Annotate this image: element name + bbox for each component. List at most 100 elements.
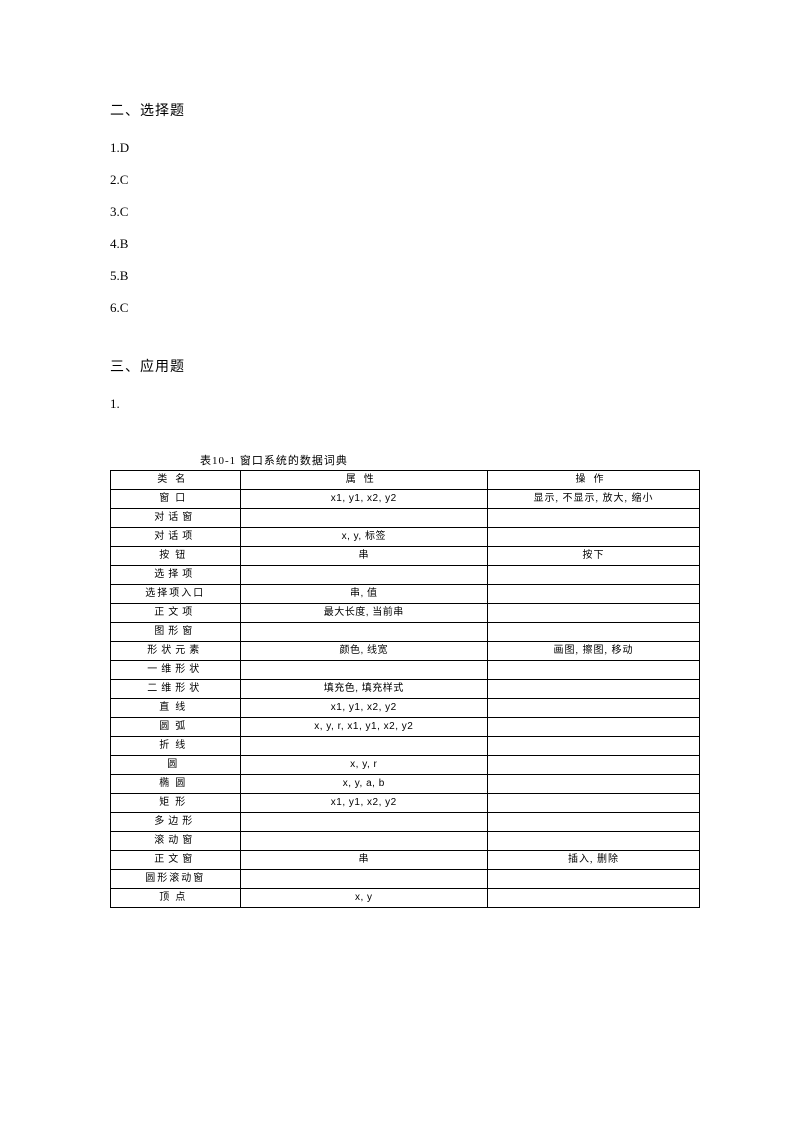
cell-attribute: 最大长度, 当前串 <box>240 604 487 623</box>
cell-operation <box>487 889 699 908</box>
cell-attribute <box>240 813 487 832</box>
cell-attribute: x1, y1, x2, y2 <box>240 699 487 718</box>
table-row: 折线 <box>111 737 700 756</box>
cell-classname: 二维形状 <box>111 680 241 699</box>
cell-attribute <box>240 737 487 756</box>
cell-attribute: 串 <box>240 851 487 870</box>
cell-operation <box>487 661 699 680</box>
cell-attribute <box>240 566 487 585</box>
table-row: 窗口x1, y1, x2, y2显示, 不显示, 放大, 缩小 <box>111 490 700 509</box>
cell-attribute: x1, y1, x2, y2 <box>240 490 487 509</box>
data-dictionary-table: 类名 属性 操作 窗口x1, y1, x2, y2显示, 不显示, 放大, 缩小… <box>110 470 700 908</box>
cell-attribute: x, y, a, b <box>240 775 487 794</box>
table-row: 顶点x, y <box>111 889 700 908</box>
table-row: 正文窗串插入, 删除 <box>111 851 700 870</box>
cell-attribute <box>240 661 487 680</box>
answer-item: 2.C <box>110 172 700 188</box>
cell-operation <box>487 680 699 699</box>
header-attribute: 属性 <box>240 471 487 490</box>
table-header-row: 类名 属性 操作 <box>111 471 700 490</box>
table-row: 图形窗 <box>111 623 700 642</box>
table-row: 二维形状填充色, 填充样式 <box>111 680 700 699</box>
table-row: 形状元素颜色, 线宽画图, 擦图, 移动 <box>111 642 700 661</box>
table-row: 选择项 <box>111 566 700 585</box>
header-classname: 类名 <box>111 471 241 490</box>
cell-attribute: 串 <box>240 547 487 566</box>
cell-operation <box>487 528 699 547</box>
cell-classname: 直线 <box>111 699 241 718</box>
answer-item: 3.C <box>110 204 700 220</box>
cell-operation <box>487 566 699 585</box>
cell-operation <box>487 623 699 642</box>
table-row: 矩形x1, y1, x2, y2 <box>111 794 700 813</box>
cell-operation <box>487 775 699 794</box>
cell-classname: 正文项 <box>111 604 241 623</box>
table-row: 圆形滚动窗 <box>111 870 700 889</box>
cell-operation <box>487 718 699 737</box>
application-item: 1. <box>110 396 700 412</box>
table-row: 滚动窗 <box>111 832 700 851</box>
cell-attribute <box>240 832 487 851</box>
section-title-choice: 二、选择题 <box>110 100 700 120</box>
header-operation: 操作 <box>487 471 699 490</box>
cell-classname: 图形窗 <box>111 623 241 642</box>
cell-classname: 对话窗 <box>111 509 241 528</box>
cell-operation: 显示, 不显示, 放大, 缩小 <box>487 490 699 509</box>
cell-classname: 圆 <box>111 756 241 775</box>
cell-classname: 折线 <box>111 737 241 756</box>
table-row: 对话项x, y, 标签 <box>111 528 700 547</box>
table-row: 正文项最大长度, 当前串 <box>111 604 700 623</box>
cell-attribute: 串, 值 <box>240 585 487 604</box>
cell-operation: 画图, 擦图, 移动 <box>487 642 699 661</box>
cell-operation: 插入, 删除 <box>487 851 699 870</box>
cell-classname: 一维形状 <box>111 661 241 680</box>
answer-item: 6.C <box>110 300 700 316</box>
table-row: 多边形 <box>111 813 700 832</box>
table-row: 圆弧x, y, r, x1, y1, x2, y2 <box>111 718 700 737</box>
answer-item: 1.D <box>110 140 700 156</box>
cell-classname: 顶点 <box>111 889 241 908</box>
cell-classname: 对话项 <box>111 528 241 547</box>
cell-attribute <box>240 509 487 528</box>
cell-operation <box>487 699 699 718</box>
cell-classname: 选择项 <box>111 566 241 585</box>
cell-operation <box>487 604 699 623</box>
cell-operation <box>487 756 699 775</box>
table-row: 椭圆x, y, a, b <box>111 775 700 794</box>
cell-attribute: x, y <box>240 889 487 908</box>
table-caption: 表10-1 窗口系统的数据词典 <box>200 452 700 468</box>
cell-attribute: 填充色, 填充样式 <box>240 680 487 699</box>
cell-operation <box>487 813 699 832</box>
cell-classname: 圆形滚动窗 <box>111 870 241 889</box>
cell-attribute <box>240 623 487 642</box>
cell-operation <box>487 509 699 528</box>
cell-operation <box>487 737 699 756</box>
cell-operation: 按下 <box>487 547 699 566</box>
cell-classname: 滚动窗 <box>111 832 241 851</box>
cell-attribute: 颜色, 线宽 <box>240 642 487 661</box>
cell-attribute: x, y, r, x1, y1, x2, y2 <box>240 718 487 737</box>
cell-attribute: x, y, 标签 <box>240 528 487 547</box>
cell-operation <box>487 832 699 851</box>
table-row: 选择项入口串, 值 <box>111 585 700 604</box>
cell-classname: 形状元素 <box>111 642 241 661</box>
cell-operation <box>487 585 699 604</box>
cell-classname: 正文窗 <box>111 851 241 870</box>
answer-item: 5.B <box>110 268 700 284</box>
answer-item: 4.B <box>110 236 700 252</box>
table-row: 按钮串按下 <box>111 547 700 566</box>
cell-classname: 按钮 <box>111 547 241 566</box>
section-title-application: 三、应用题 <box>110 356 700 376</box>
cell-attribute: x, y, r <box>240 756 487 775</box>
table-row: 直线x1, y1, x2, y2 <box>111 699 700 718</box>
cell-operation <box>487 870 699 889</box>
cell-classname: 窗口 <box>111 490 241 509</box>
cell-classname: 圆弧 <box>111 718 241 737</box>
cell-attribute: x1, y1, x2, y2 <box>240 794 487 813</box>
cell-operation <box>487 794 699 813</box>
cell-classname: 选择项入口 <box>111 585 241 604</box>
cell-classname: 矩形 <box>111 794 241 813</box>
cell-attribute <box>240 870 487 889</box>
cell-classname: 椭圆 <box>111 775 241 794</box>
table-row: 对话窗 <box>111 509 700 528</box>
